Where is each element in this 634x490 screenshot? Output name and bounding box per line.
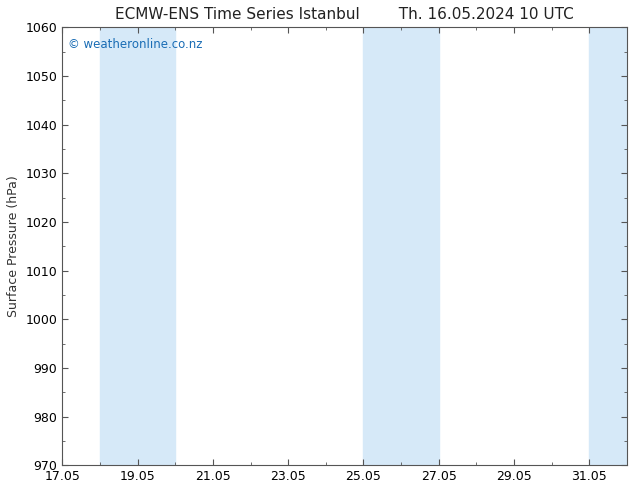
- Bar: [590, 27, 634, 465]
- Bar: [363, 27, 439, 465]
- Y-axis label: Surface Pressure (hPa): Surface Pressure (hPa): [7, 175, 20, 317]
- Title: ECMW-ENS Time Series Istanbul        Th. 16.05.2024 10 UTC: ECMW-ENS Time Series Istanbul Th. 16.05.…: [115, 7, 574, 22]
- Text: © weatheronline.co.nz: © weatheronline.co.nz: [68, 38, 202, 51]
- Bar: [100, 27, 175, 465]
